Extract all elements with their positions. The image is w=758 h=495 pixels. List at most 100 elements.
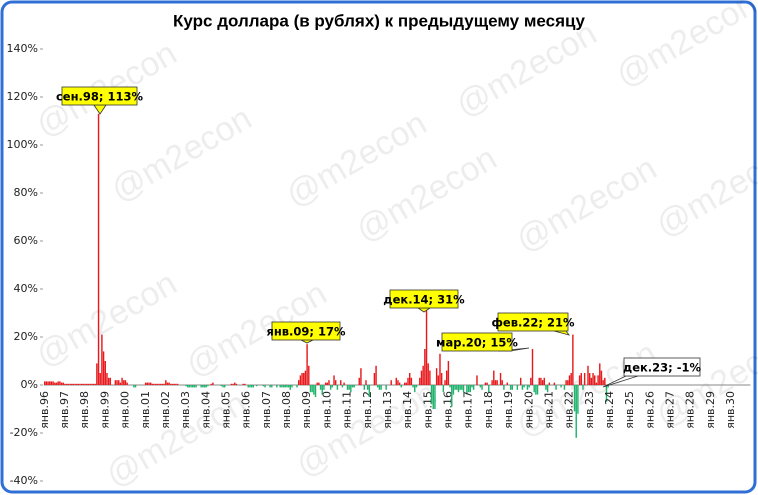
bar [52,381,54,385]
x-tick-label: янв.07 [260,391,273,429]
bar [212,382,214,385]
bar [439,353,441,385]
bar [348,385,350,390]
x-tick-label: янв.24 [603,391,616,429]
bar [373,373,376,385]
bar [484,382,487,385]
bar [59,381,61,385]
bar [385,385,387,390]
bar [287,385,290,388]
bar [451,385,453,407]
bar [604,377,606,385]
bar [69,383,71,385]
x-tick-label: янв.18 [482,391,495,429]
bar [244,383,246,385]
x-tick-label: янв.22 [563,391,576,429]
bar [160,383,162,385]
y-tick-label: 40% [14,282,38,295]
bar [488,385,490,393]
bar [118,380,120,385]
x-tick-label: янв.20 [522,391,535,429]
bar [124,380,127,385]
bar [133,385,135,388]
bar [351,385,354,388]
bar [289,385,292,390]
bar [486,382,488,385]
bar [223,385,226,388]
bar [252,385,254,388]
bar [479,385,482,388]
bar [560,385,562,388]
bar [101,334,103,385]
bar [44,381,46,385]
bar [422,365,424,385]
bar [99,373,101,385]
callout-box [389,289,459,309]
bar [390,380,392,385]
bar [540,377,542,385]
bar [65,383,68,385]
bar [577,385,579,414]
bar [360,368,362,385]
bar [75,383,78,385]
bar [321,385,323,395]
bar [271,385,273,388]
annotation: янв.09; 17% [266,325,346,339]
bar [521,385,524,390]
bar [81,383,83,385]
bar [153,383,155,385]
x-tick-label: янв.27 [664,391,677,429]
bar [148,382,150,385]
bar [425,310,428,385]
bar [202,385,204,388]
bar [301,373,303,385]
bar [262,385,265,387]
x-tick-label: янв.13 [381,391,394,429]
bar [397,380,399,385]
bar [461,385,463,390]
bar [350,385,352,393]
bar [580,373,582,385]
bar [281,385,283,388]
annotation: дек.23; -1% [623,361,702,375]
bar [313,385,315,395]
bar [114,380,117,385]
bar [440,373,443,385]
bar [175,383,177,385]
bar [358,377,360,385]
bar [165,380,167,385]
bar [449,385,451,388]
x-tick-label: янв.16 [442,391,455,429]
bar [102,351,105,385]
bar [447,361,450,385]
callout-box [61,86,138,106]
x-tick-label: янв.26 [643,391,656,429]
bar [279,385,281,388]
bar [195,385,197,388]
bar [395,377,397,385]
bar [380,385,382,390]
bar [414,385,416,393]
callout-box [623,357,701,377]
bar [419,377,421,385]
bar [207,385,209,387]
bar [106,373,108,385]
bar [309,385,312,393]
x-tick-label: янв.99 [98,391,111,429]
bar [185,385,187,387]
x-tick-label: янв.05 [219,391,232,429]
bar [607,385,609,388]
bar [597,375,599,385]
bar [146,382,149,385]
bar [269,385,271,388]
x-tick-label: янв.17 [462,391,475,429]
bar [405,382,408,385]
bar [47,381,49,385]
bar [220,385,223,387]
bar [353,385,355,388]
bar [420,370,423,385]
bar [77,383,80,385]
bar [368,385,371,397]
bar [109,377,112,385]
